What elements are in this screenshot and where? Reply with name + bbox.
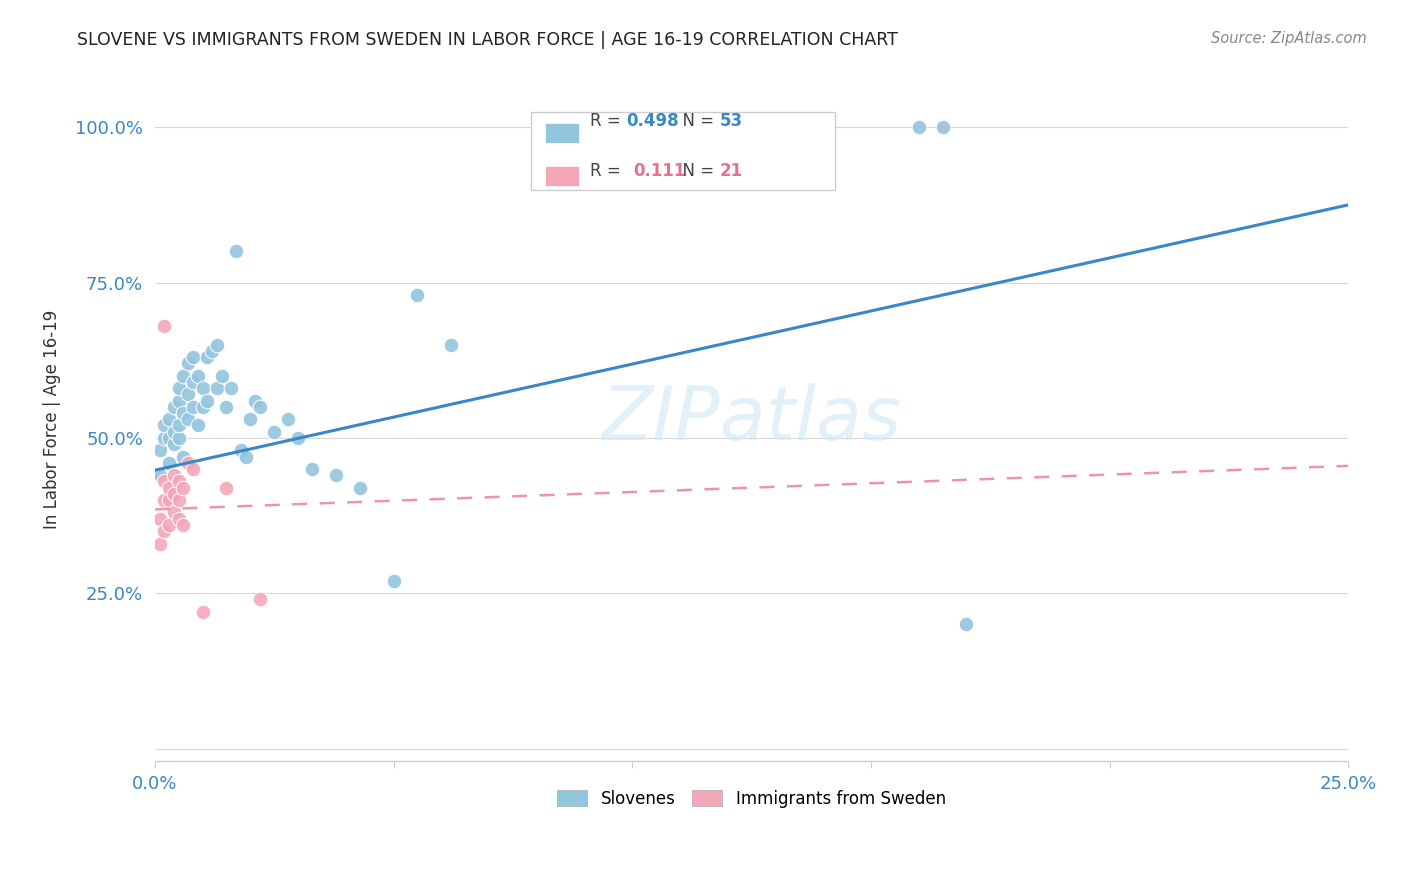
Point [177, 356, 200, 370]
Point [243, 393, 266, 408]
Point [163, 400, 186, 414]
Point [406, 288, 429, 302]
Point [163, 437, 186, 451]
Point [149, 443, 172, 458]
Point [191, 400, 214, 414]
Point [907, 120, 929, 135]
Point [167, 418, 190, 433]
Point [955, 617, 977, 632]
Point [201, 343, 224, 358]
Point [277, 412, 299, 426]
Point [163, 468, 186, 483]
Point [157, 431, 180, 445]
Point [172, 450, 194, 464]
Point [167, 511, 190, 525]
Point [325, 468, 347, 483]
Point [167, 475, 190, 489]
Point [163, 425, 186, 439]
Point [229, 443, 252, 458]
Point [287, 431, 309, 445]
Point [249, 592, 271, 607]
Point [177, 412, 200, 426]
Point [225, 244, 247, 259]
Point [172, 517, 194, 532]
Point [382, 574, 405, 588]
Point [153, 319, 176, 334]
Point [191, 381, 214, 395]
Point [181, 462, 204, 476]
Point [181, 375, 204, 389]
Text: 0.498: 0.498 [626, 112, 679, 129]
Point [177, 387, 200, 401]
Point [157, 481, 180, 495]
Point [215, 481, 238, 495]
Point [205, 337, 228, 351]
Text: R =: R = [591, 162, 631, 180]
Point [157, 412, 180, 426]
Y-axis label: In Labor Force | Age 16-19: In Labor Force | Age 16-19 [44, 310, 60, 529]
Point [157, 456, 180, 470]
Point [172, 481, 194, 495]
Point [163, 487, 186, 501]
Text: 0.111: 0.111 [634, 162, 686, 180]
Point [167, 493, 190, 508]
Legend: Slovenes, Immigrants from Sweden: Slovenes, Immigrants from Sweden [551, 783, 952, 814]
Point [349, 481, 371, 495]
Point [167, 431, 190, 445]
Point [239, 412, 262, 426]
Point [177, 456, 200, 470]
Point [191, 605, 214, 619]
Point [153, 418, 176, 433]
Text: 21: 21 [720, 162, 742, 180]
Point [149, 468, 172, 483]
Point [157, 517, 180, 532]
Point [163, 506, 186, 520]
Text: N =: N = [672, 112, 718, 129]
FancyBboxPatch shape [546, 166, 578, 186]
Point [149, 511, 172, 525]
Point [153, 524, 176, 538]
Point [153, 493, 176, 508]
Point [215, 400, 238, 414]
Point [167, 381, 190, 395]
Point [263, 425, 285, 439]
Point [931, 120, 953, 135]
Point [440, 337, 463, 351]
Point [195, 350, 218, 364]
Point [167, 393, 190, 408]
FancyBboxPatch shape [546, 122, 578, 143]
Point [195, 393, 218, 408]
Point [181, 350, 204, 364]
Text: R =: R = [591, 112, 627, 129]
Point [187, 368, 209, 383]
Point [153, 431, 176, 445]
Point [205, 381, 228, 395]
Point [249, 400, 271, 414]
Point [153, 475, 176, 489]
Point [181, 400, 204, 414]
Point [219, 381, 242, 395]
Point [172, 368, 194, 383]
Text: ZIPatlas: ZIPatlas [602, 384, 901, 455]
Text: Source: ZipAtlas.com: Source: ZipAtlas.com [1211, 31, 1367, 46]
Text: 53: 53 [720, 112, 742, 129]
Point [211, 368, 233, 383]
Point [235, 450, 257, 464]
FancyBboxPatch shape [531, 112, 835, 190]
Point [187, 418, 209, 433]
Point [157, 493, 180, 508]
Point [301, 462, 323, 476]
Text: SLOVENE VS IMMIGRANTS FROM SWEDEN IN LABOR FORCE | AGE 16-19 CORRELATION CHART: SLOVENE VS IMMIGRANTS FROM SWEDEN IN LAB… [77, 31, 898, 49]
Text: N =: N = [672, 162, 718, 180]
Point [149, 536, 172, 550]
Point [172, 406, 194, 420]
